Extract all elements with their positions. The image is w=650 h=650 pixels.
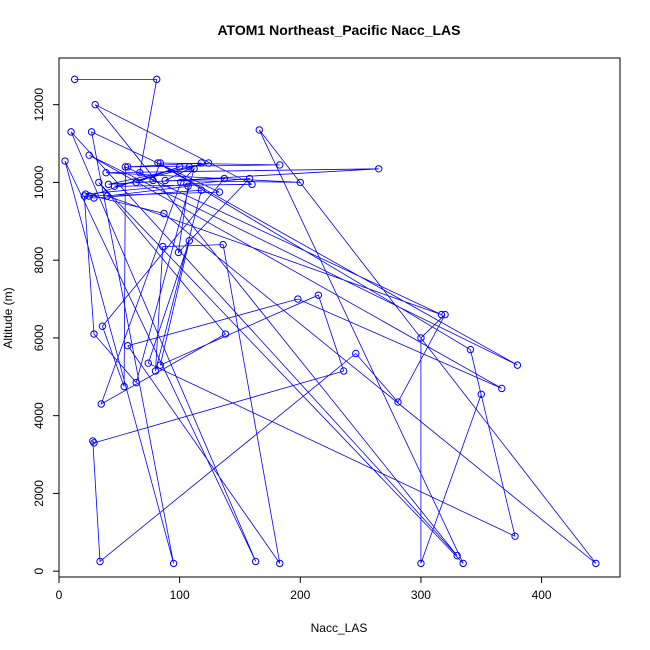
data-point (441, 310, 449, 319)
y-tick-label: 4000 (32, 402, 46, 429)
x-tick-label: 300 (411, 588, 431, 602)
data-point (459, 559, 467, 568)
data-point (417, 559, 425, 568)
x-axis-label: Nacc_LAS (311, 621, 368, 635)
data-point (197, 186, 206, 194)
data-point (124, 163, 132, 171)
x-axis: 0 100 200 300 400 (56, 576, 552, 602)
data-point (161, 176, 169, 185)
data-point (251, 557, 260, 566)
data-point (417, 334, 425, 342)
data-point (276, 559, 284, 568)
y-tick-label: 8000 (32, 246, 46, 273)
data-point (511, 532, 519, 540)
data-point (87, 128, 96, 136)
data-point (110, 182, 119, 190)
y-axis-label: Altitude (m) (1, 287, 15, 348)
data-point (95, 178, 103, 187)
data-point (96, 557, 104, 566)
data-point (169, 559, 178, 568)
data-point (89, 437, 97, 445)
data-point (375, 165, 383, 173)
data-point (219, 240, 227, 249)
data-point (184, 182, 192, 190)
data-point (220, 174, 228, 183)
data-point (160, 209, 168, 218)
data-point (149, 176, 157, 185)
data-point (453, 551, 461, 560)
data-point (276, 161, 284, 169)
x-tick-label: 100 (170, 588, 190, 602)
chart-title: ATOM1 Northeast_Pacific Nacc_LAS (217, 22, 460, 38)
y-tick-label: 10000 (32, 165, 46, 199)
data-point (81, 190, 90, 198)
data-point (513, 361, 522, 369)
data-point (314, 291, 323, 299)
data-point (437, 310, 446, 319)
data-point (190, 165, 198, 173)
data-point (90, 330, 98, 338)
y-tick-label: 12000 (32, 88, 46, 122)
y-tick-label: 2000 (32, 480, 46, 507)
x-tick-label: 200 (290, 588, 310, 602)
data-point (121, 163, 130, 171)
data-point (85, 192, 93, 200)
data-point (61, 157, 69, 165)
data-point (67, 128, 75, 136)
data-point (215, 188, 224, 196)
data-point (296, 178, 304, 187)
data-point (177, 178, 185, 187)
data-point (204, 159, 213, 167)
data-point (85, 151, 93, 159)
y-tick-label: 6000 (32, 324, 46, 351)
data-point (245, 174, 254, 183)
data-point (477, 390, 485, 398)
series-line (64, 79, 597, 564)
data-point (156, 159, 165, 167)
data-point (91, 100, 99, 109)
data-point (124, 341, 132, 350)
data-point (132, 378, 140, 387)
data-point (103, 192, 111, 200)
data-point (159, 242, 167, 251)
data-point (294, 295, 302, 303)
data-point (151, 367, 160, 375)
data-point (352, 349, 360, 358)
data-point (197, 159, 206, 167)
data-point (466, 345, 475, 354)
y-tick-label: 0 (32, 568, 46, 575)
data-point (174, 248, 183, 257)
data-point (175, 163, 184, 171)
data-series (61, 75, 600, 568)
y-axis: 0 2000 4000 6000 8000 10000 12000 (32, 88, 60, 575)
data-point (340, 367, 348, 375)
data-point (90, 194, 98, 202)
data-point (394, 398, 402, 406)
data-point (156, 361, 165, 369)
data-point (97, 400, 105, 408)
data-point (102, 168, 110, 177)
data-point (153, 75, 161, 84)
data-point (136, 168, 144, 177)
data-point (185, 163, 193, 171)
x-tick-label: 400 (532, 588, 552, 602)
data-point (255, 126, 263, 134)
data-point (98, 322, 107, 330)
data-point (70, 75, 79, 84)
data-point (498, 384, 506, 393)
data-point (132, 178, 140, 187)
data-point (592, 559, 600, 568)
data-point (144, 359, 152, 367)
x-tick-label: 0 (56, 588, 63, 602)
data-point (185, 237, 193, 245)
data-point (80, 192, 89, 200)
data-point (154, 159, 162, 167)
data-point (120, 382, 128, 391)
data-point (90, 439, 98, 447)
data-point (221, 330, 230, 338)
